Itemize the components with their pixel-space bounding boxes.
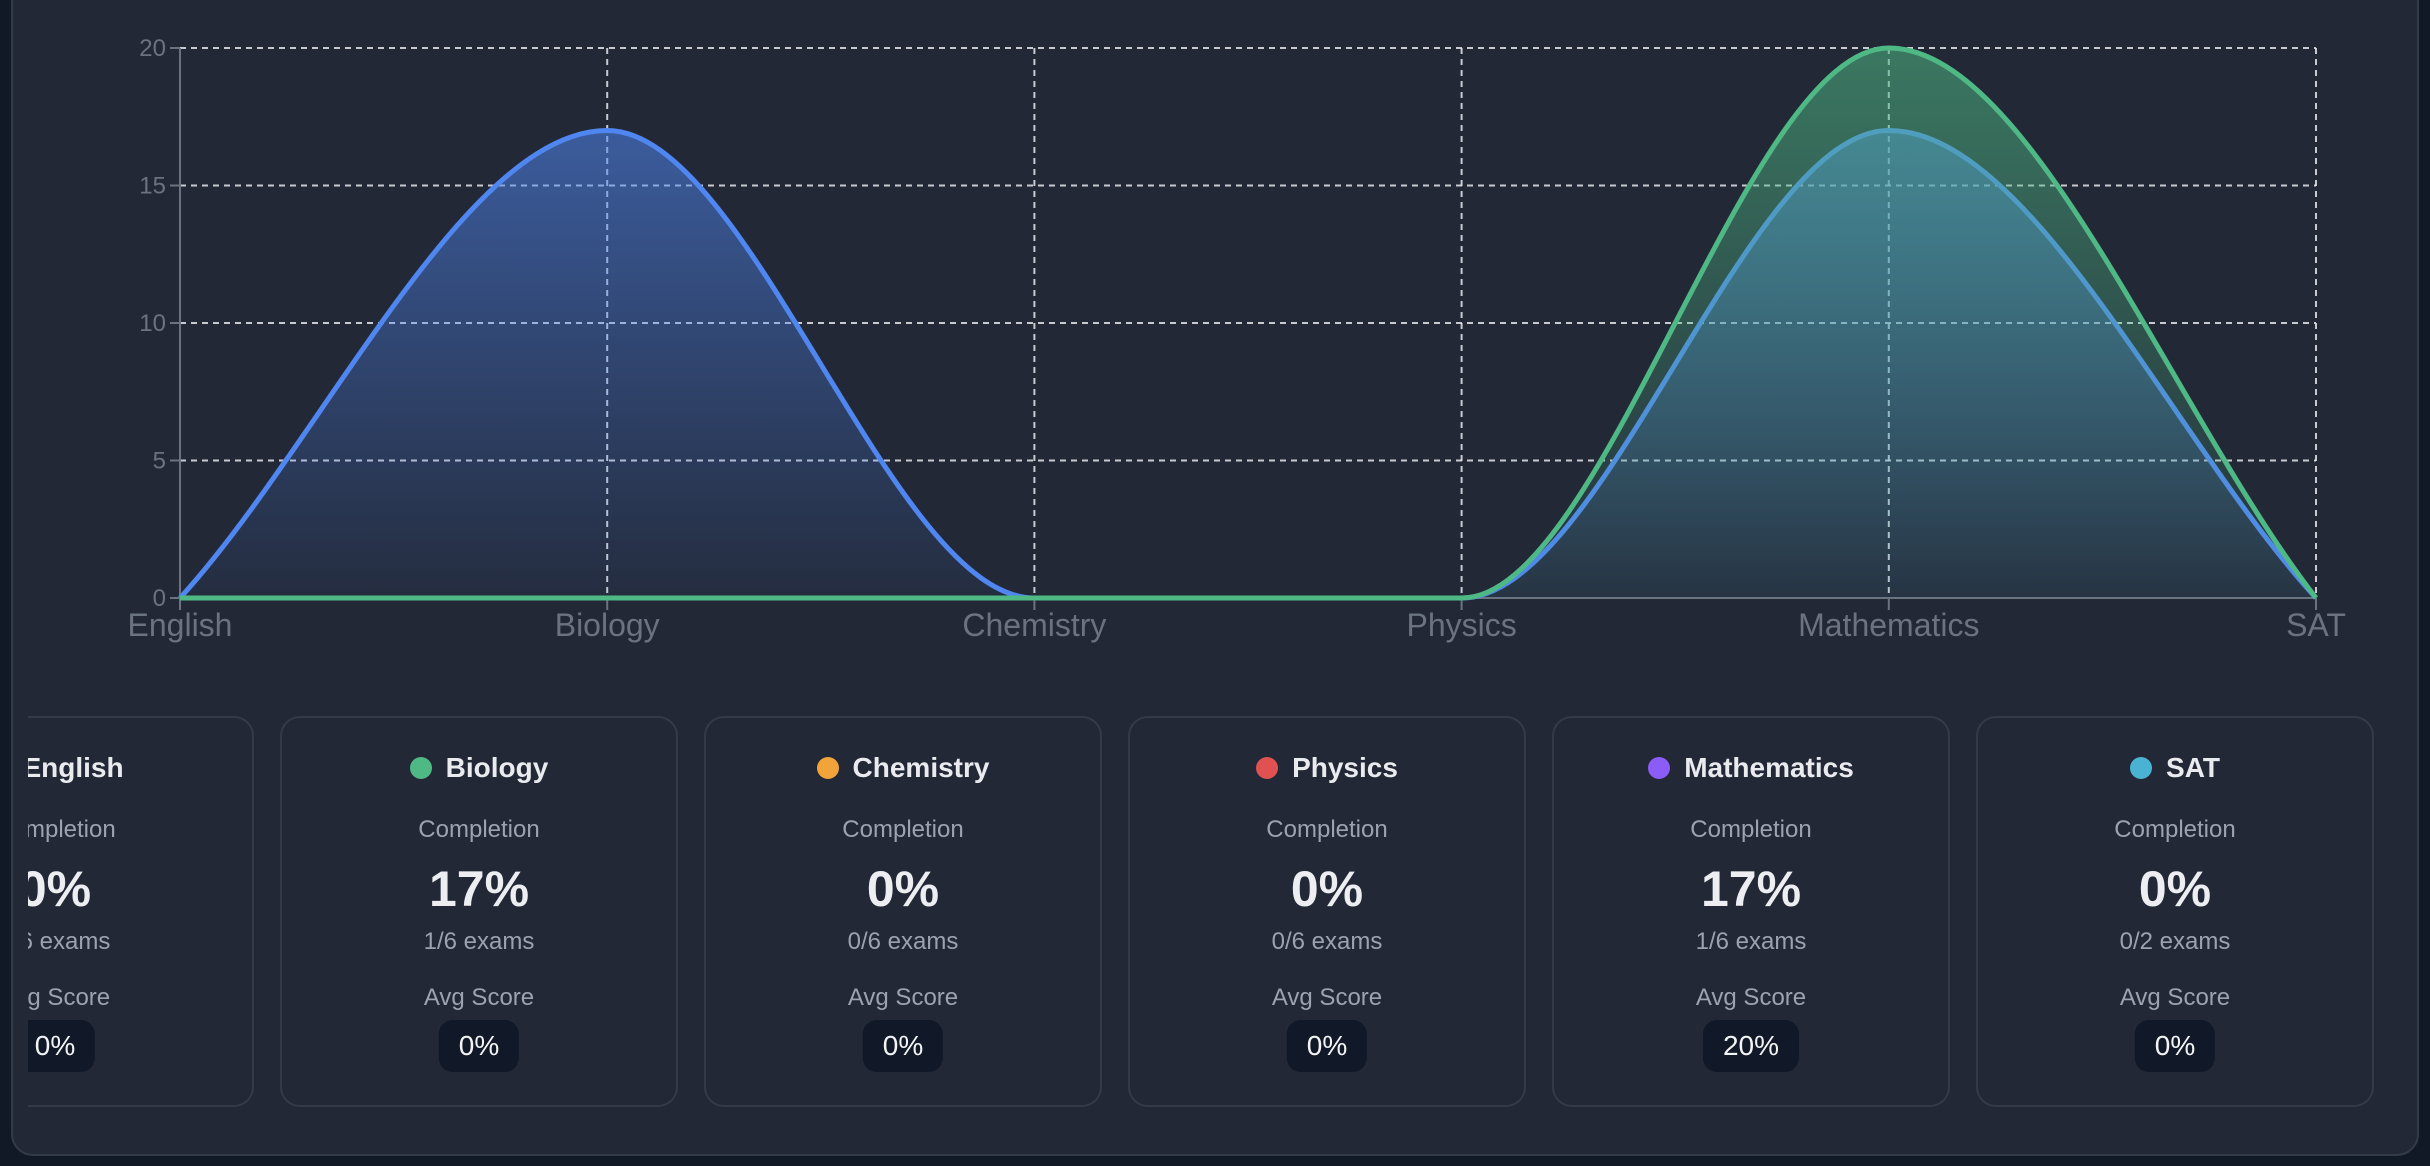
avg-score-label: Avg Score — [423, 984, 535, 1011]
completion-label: Completion — [1690, 816, 1812, 843]
subject-color-dot-icon — [816, 757, 839, 779]
exams-count: 0/6 exams — [847, 928, 959, 955]
avg-score-badge: 0% — [1286, 1020, 1368, 1072]
card-title: Biology — [282, 752, 676, 784]
subject-card-biology[interactable]: Biology Completion 17% 1/6 exams Avg Sco… — [280, 716, 678, 1107]
avg-score-label: Avg Score — [1271, 984, 1383, 1011]
x-tick-label: Mathematics — [1798, 607, 1979, 643]
avg-score-badge: 0% — [438, 1020, 520, 1072]
series-area-avg-score — [180, 48, 2316, 598]
subject-name: SAT — [2166, 752, 2220, 783]
y-tick-label: 10 — [139, 310, 166, 337]
y-tick-label: 20 — [139, 35, 166, 62]
card-title: Physics — [1130, 752, 1524, 784]
exams-count: 0/6 exams — [28, 928, 111, 955]
card-title: SAT — [1978, 752, 2372, 784]
avg-score-badge: 0% — [2134, 1020, 2216, 1072]
subject-card-mathematics[interactable]: Mathematics Completion 17% 1/6 exams Avg… — [1552, 716, 1950, 1107]
subject-color-dot-icon — [2130, 757, 2153, 779]
x-tick-label: Chemistry — [962, 607, 1106, 643]
subject-card-physics[interactable]: Physics Completion 0% 0/6 exams Avg Scor… — [1128, 716, 1526, 1107]
subject-cards-scroller[interactable]: English Completion 0% 0/6 exams Avg Scor… — [28, 716, 2402, 1110]
completion-label: Completion — [1266, 816, 1388, 843]
card-title: Chemistry — [706, 752, 1100, 784]
subject-card-chemistry[interactable]: Chemistry Completion 0% 0/6 exams Avg Sc… — [704, 716, 1102, 1107]
y-tick-label: 5 — [153, 448, 166, 475]
completion-value: 17% — [1700, 861, 1802, 917]
y-tick-label: 0 — [153, 585, 166, 612]
avg-score-label: Avg Score — [28, 984, 111, 1011]
avg-score-badge: 20% — [1702, 1020, 1800, 1072]
subject-color-dot-icon — [409, 757, 432, 779]
completion-value: 0% — [2138, 861, 2212, 917]
completion-value: 17% — [428, 861, 530, 917]
completion-label: Completion — [842, 816, 964, 843]
completion-label: Completion — [28, 816, 116, 843]
subject-card-sat[interactable]: SAT Completion 0% 0/2 exams Avg Score 0% — [1976, 716, 2374, 1107]
x-tick-label: Biology — [555, 607, 660, 643]
card-title: English — [28, 752, 252, 784]
x-tick-label: SAT — [2286, 607, 2346, 643]
exams-count: 1/6 exams — [1695, 928, 1807, 955]
avg-score-badge: 0% — [862, 1020, 944, 1072]
avg-score-label: Avg Score — [1695, 984, 1807, 1011]
subject-card-english[interactable]: English Completion 0% 0/6 exams Avg Scor… — [28, 716, 254, 1107]
subject-name: Chemistry — [852, 752, 990, 783]
subject-name: Biology — [445, 752, 549, 783]
avg-score-badge: 0% — [28, 1020, 96, 1072]
exams-count: 0/2 exams — [2119, 928, 2231, 955]
subject-color-dot-icon — [1648, 757, 1671, 779]
progress-area-chart: 0 5 10 15 20 English Biology Chemistry Physics Ma… — [128, 35, 2346, 643]
completion-value: 0% — [28, 861, 92, 917]
series-line-avg-score — [180, 45, 2318, 601]
exams-count: 0/6 exams — [1271, 928, 1383, 955]
subject-name: Physics — [1292, 752, 1398, 783]
subject-cards-track: English Completion 0% 0/6 exams Avg Scor… — [28, 716, 2374, 1107]
x-tick-label: Physics — [1406, 607, 1516, 643]
y-tick-label: 15 — [139, 173, 166, 200]
completion-value: 0% — [1290, 861, 1364, 917]
subject-name: Mathematics — [1684, 752, 1854, 783]
completion-value: 0% — [866, 861, 940, 917]
exams-count: 1/6 exams — [423, 928, 535, 955]
x-tick-label: English — [128, 607, 233, 643]
completion-label: Completion — [418, 816, 540, 843]
card-title: Mathematics — [1554, 752, 1948, 784]
avg-score-label: Avg Score — [2119, 984, 2231, 1011]
avg-score-label: Avg Score — [847, 984, 959, 1011]
subject-name: English — [28, 752, 124, 783]
completion-label: Completion — [2114, 816, 2236, 843]
subject-color-dot-icon — [1256, 757, 1279, 779]
